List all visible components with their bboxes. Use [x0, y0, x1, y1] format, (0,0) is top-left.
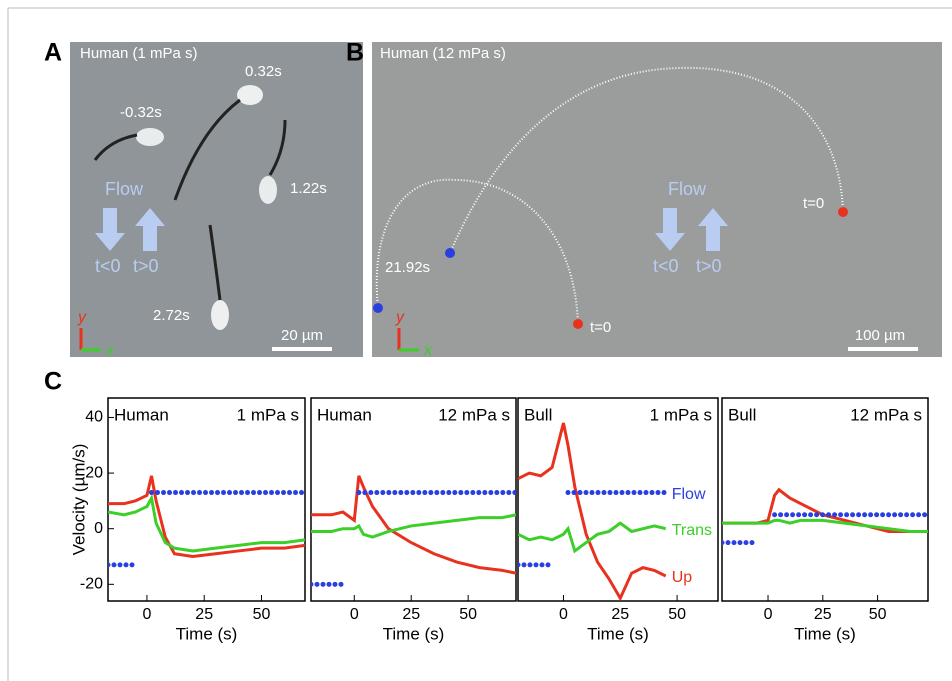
flow-label: t>0	[696, 256, 722, 276]
axis-x: x	[105, 342, 115, 359]
plot-frame	[107, 397, 306, 602]
cell	[211, 300, 229, 330]
flow-label: t>0	[133, 256, 159, 276]
flow-label: Flow	[105, 179, 144, 199]
legend-label: Up	[672, 569, 693, 586]
x-tick-label: 50	[253, 606, 271, 623]
series-line	[518, 490, 669, 568]
scale-label: 20 µm	[281, 327, 323, 344]
y-tick-label: 20	[85, 464, 103, 481]
series-line	[518, 521, 667, 554]
x-tick-label: 0	[350, 606, 359, 623]
series-line	[108, 493, 305, 553]
time-label: t=0	[590, 319, 611, 336]
cell	[136, 128, 164, 146]
cell	[237, 85, 263, 105]
scale-bar	[272, 347, 332, 351]
x-axis-label: Time (s)	[794, 624, 856, 643]
panel-letter: B	[346, 39, 364, 67]
panel-letter: C	[44, 368, 62, 396]
caption: Human (12 mPa s)	[380, 45, 506, 62]
flow-arrows	[655, 208, 728, 251]
x-tick-label: 25	[814, 606, 832, 623]
panel-a: Human (1 mPa s) 0.32s -0.32s 1.22s 2.72s…	[44, 39, 363, 359]
axis-y: y	[77, 309, 87, 326]
series-line	[518, 422, 667, 601]
y-tick-label: 0	[94, 520, 103, 537]
flow-label: t<0	[653, 256, 679, 276]
chart-subtitle: 12 mPa s	[438, 405, 510, 424]
scale-label: 100 µm	[855, 327, 905, 344]
flow-arrows	[95, 208, 165, 251]
flagella	[93, 98, 287, 301]
chart-title: Human	[114, 405, 169, 424]
x-axis-label: Time (s)	[587, 624, 649, 643]
x-tick-label: 0	[142, 606, 151, 623]
series-line	[108, 475, 305, 559]
series-line	[722, 518, 928, 533]
scale-bar	[848, 347, 918, 351]
x-tick-label: 50	[459, 606, 477, 623]
time-label: t=0	[803, 195, 824, 212]
chart-subtitle: 1 mPa s	[650, 405, 712, 424]
x-tick-label: 50	[869, 606, 887, 623]
caption: Human (1 mPa s)	[80, 45, 198, 62]
panel-letter: A	[44, 39, 62, 67]
end-dot	[573, 319, 583, 329]
series-line	[108, 490, 305, 568]
time-label: 0.32s	[245, 63, 282, 80]
series-line	[722, 512, 928, 546]
chart-subtitle: 1 mPa s	[237, 405, 299, 424]
legend-label: Trans	[672, 522, 712, 539]
x-tick-label: 0	[764, 606, 773, 623]
time-label: 1.22s	[290, 180, 327, 197]
time-label: 2.72s	[153, 307, 190, 324]
cell	[259, 176, 277, 204]
flow-label: Flow	[668, 179, 707, 199]
y-axis-label: Velocity (µm/s)	[69, 444, 88, 556]
time-label: -0.32s	[120, 104, 162, 121]
plot-frame	[310, 397, 517, 602]
x-tick-label: 25	[195, 606, 213, 623]
axis-y: y	[395, 309, 405, 326]
trajectory	[375, 178, 579, 326]
chart-title: Bull	[728, 405, 756, 424]
chart-title: Bull	[524, 405, 552, 424]
legend-label: Flow	[672, 486, 706, 503]
y-tick-label: -20	[80, 576, 103, 593]
end-dot	[838, 207, 848, 217]
series-line	[722, 487, 928, 533]
series-line	[311, 513, 516, 539]
series-line	[311, 490, 516, 587]
plot-frame	[517, 397, 719, 602]
micrograph-b	[372, 42, 942, 357]
x-tick-label: 50	[668, 606, 686, 623]
plot-frame	[721, 397, 929, 602]
x-axis-label: Time (s)	[176, 624, 238, 643]
x-tick-label: 0	[559, 606, 568, 623]
chart-title: Human	[317, 405, 372, 424]
y-tick-label: 40	[85, 409, 103, 426]
x-tick-label: 25	[402, 606, 420, 623]
series-line	[311, 475, 516, 575]
start-dot	[373, 303, 383, 313]
start-dot	[445, 248, 455, 258]
flow-label: t<0	[95, 256, 121, 276]
time-label: 21.92s	[385, 259, 430, 276]
axis-x: x	[423, 342, 433, 359]
panel-b: Human (12 mPa s) t=0 21.92s t=0 Flow t<0…	[346, 39, 942, 359]
chart-subtitle: 12 mPa s	[850, 405, 922, 424]
x-tick-label: 25	[611, 606, 629, 623]
x-axis-label: Time (s)	[383, 624, 445, 643]
trajectory	[449, 66, 844, 254]
